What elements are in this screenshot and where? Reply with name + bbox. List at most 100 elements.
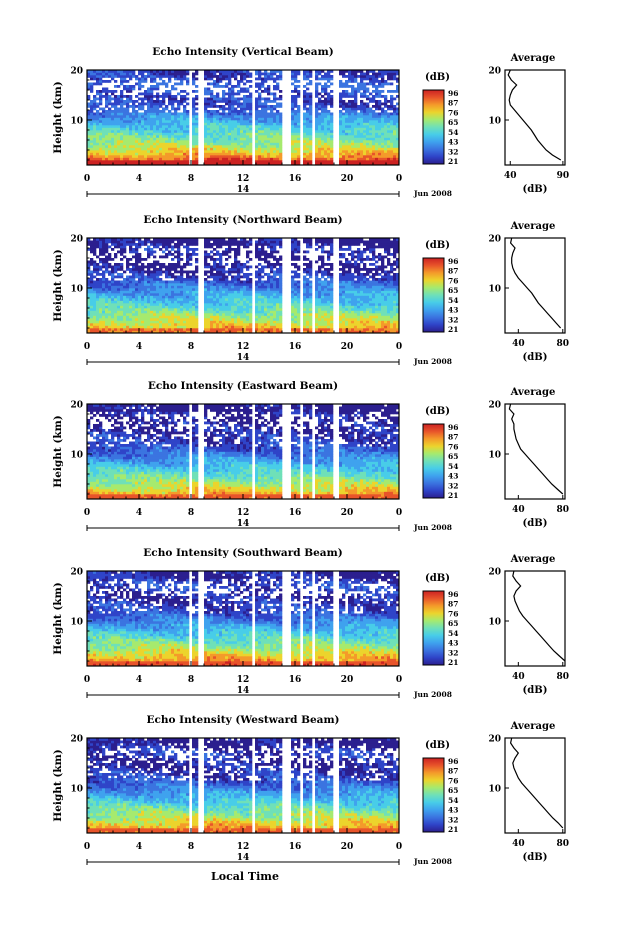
heatmap-cell: [327, 155, 331, 158]
heatmap-cell: [123, 127, 127, 131]
heatmap-cell: [279, 102, 283, 106]
heatmap-cell: [225, 290, 229, 294]
heatmap-cell: [192, 117, 196, 121]
heatmap-cell: [195, 288, 199, 291]
heatmap-cell: [261, 147, 265, 151]
heatmap-cell: [369, 140, 373, 143]
heatmap-cell: [327, 162, 331, 166]
heatmap-cell: [147, 97, 151, 101]
heatmap-cell: [276, 87, 280, 91]
heatmap-cell: [111, 145, 115, 148]
heatmap-cell: [375, 137, 379, 141]
average-x-tick-label: 90: [557, 171, 570, 181]
heatmap-cell: [393, 77, 397, 81]
heatmap-cell: [189, 290, 193, 294]
heatmap-cell: [111, 127, 115, 131]
heatmap-cell: [366, 300, 370, 304]
heatmap-cell: [318, 293, 322, 296]
heatmap-cell: [108, 140, 112, 143]
heatmap-cell: [360, 120, 364, 123]
heatmap-cell: [153, 298, 157, 301]
heatmap-cell: [345, 300, 349, 304]
heatmap-cell: [318, 115, 322, 118]
heatmap-cell: [360, 125, 364, 128]
heatmap-cell: [120, 315, 124, 319]
heatmap-cell: [240, 120, 244, 123]
heatmap-cell: [228, 105, 232, 108]
heatmap-cell: [366, 137, 370, 141]
heatmap-cell: [228, 142, 232, 146]
heatmap-cell: [393, 125, 397, 128]
heatmap-cell: [204, 315, 208, 319]
heatmap-cell: [108, 285, 112, 289]
heatmap-cell: [231, 155, 235, 158]
heatmap-cell: [273, 145, 277, 148]
heatmap-cell: [276, 127, 280, 131]
heatmap-cell: [105, 137, 109, 141]
heatmap-cell: [309, 318, 313, 321]
heatmap-cell: [102, 122, 106, 126]
heatmap-cell: [369, 142, 373, 146]
heatmap-cell: [171, 323, 175, 326]
heatmap-cell: [390, 152, 394, 156]
heatmap-cell: [204, 318, 208, 321]
heatmap-cell: [318, 70, 322, 73]
heatmap-cell: [126, 100, 130, 103]
heatmap-cell: [138, 122, 142, 126]
heatmap-cell: [216, 92, 220, 96]
heatmap-cell: [270, 285, 274, 289]
heatmap-cell: [315, 137, 319, 141]
heatmap-cell: [258, 323, 262, 326]
heatmap-cell: [237, 125, 241, 128]
heatmap-cell: [204, 300, 208, 304]
heatmap-cell: [120, 142, 124, 146]
heatmap-cell: [135, 122, 139, 126]
heatmap-cell: [255, 328, 259, 331]
heatmap-cell: [291, 95, 295, 98]
heatmap-cell: [342, 150, 346, 153]
x-tick-label: 16: [289, 174, 302, 184]
heatmap-cell: [321, 122, 325, 126]
heatmap-cell: [381, 305, 385, 309]
heatmap-cell: [360, 152, 364, 156]
heatmap-cell: [318, 328, 322, 331]
heatmap-cell: [141, 150, 145, 153]
heatmap-cell: [375, 87, 379, 91]
heatmap-cell: [393, 115, 397, 118]
heatmap-cell: [243, 157, 247, 161]
heatmap-cell: [321, 112, 325, 116]
heatmap-cell: [174, 142, 178, 146]
heatmap-cell: [234, 162, 238, 166]
heatmap-cell: [96, 145, 100, 148]
heatmap-cell: [267, 283, 271, 286]
heatmap-cell: [96, 122, 100, 126]
heatmap-cell: [219, 122, 223, 126]
heatmap-cell: [366, 82, 370, 86]
heatmap-cell: [114, 140, 118, 143]
heatmap-cell: [249, 112, 253, 116]
heatmap-cell: [255, 162, 259, 166]
heatmap-cell: [141, 293, 145, 296]
heatmap-cell: [99, 157, 103, 161]
heatmap-cell: [306, 320, 310, 324]
heatmap-cell: [297, 72, 301, 76]
heatmap-cell: [192, 283, 196, 286]
heatmap-cell: [153, 152, 157, 156]
heatmap-cell: [264, 328, 268, 331]
heatmap-cell: [93, 122, 97, 126]
heatmap-cell: [111, 293, 115, 296]
heatmap-cell: [372, 75, 376, 78]
heatmap-cell: [249, 293, 253, 296]
heatmap-cell: [99, 293, 103, 296]
heatmap-cell: [138, 92, 142, 96]
heatmap-cell: [309, 293, 313, 296]
heatmap-cell: [141, 125, 145, 128]
heatmap-cell: [219, 107, 223, 111]
heatmap-cell: [141, 132, 145, 136]
heatmap-cell: [126, 293, 130, 296]
heatmap-cell: [315, 313, 319, 316]
heatmap-cell: [90, 162, 94, 166]
heatmap-cell: [318, 290, 322, 294]
heatmap-cell: [381, 157, 385, 161]
heatmap-cell: [366, 152, 370, 156]
